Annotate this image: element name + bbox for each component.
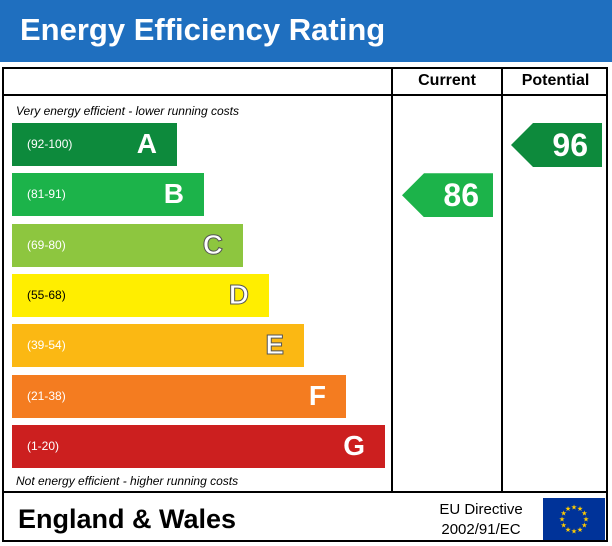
directive-line-2: 2002/91/EC <box>441 521 521 538</box>
eu-flag-icon: ★ ★★★★★★★★★★★ <box>543 498 605 540</box>
chart-title: Energy Efficiency Rating <box>20 12 386 47</box>
band-range-label: (55-68) <box>27 287 66 302</box>
band-range-label: (39-54) <box>27 338 66 353</box>
current-rating-arrow: 86 <box>402 173 493 218</box>
eu-star-icon: ★ <box>581 510 587 518</box>
header-bar: Energy Efficiency Rating <box>0 0 612 62</box>
band-letter-label: F <box>308 379 326 411</box>
band-range-label: (21-38) <box>27 388 66 403</box>
bottom-caption: Not energy efficient - higher running co… <box>16 474 239 488</box>
band-range-label: (81-91) <box>27 187 66 202</box>
current-rating-value: 86 <box>443 177 479 214</box>
rating-band-f: (21-38) F <box>12 374 346 418</box>
rating-band-e: (39-54) E <box>12 324 304 368</box>
rating-band-d: (55-68) D <box>12 273 269 317</box>
eu-star-icon: ★ <box>560 510 566 518</box>
band-letter-label: D <box>228 278 249 310</box>
eu-star-icon: ★ <box>565 505 571 513</box>
header-row-divider <box>2 94 608 96</box>
band-letter-label: E <box>265 329 285 361</box>
rating-band-g: (1-20) G <box>12 424 385 468</box>
top-caption: Very energy efficient - lower running co… <box>16 104 239 118</box>
eu-star-icon: ★ <box>583 516 589 524</box>
rating-band-a: (92-100) A <box>12 123 177 166</box>
eu-star-icon: ★ <box>571 504 577 512</box>
eu-directive: EU Directive 2002/91/EC <box>420 500 542 540</box>
current-column-divider <box>391 67 393 493</box>
band-letter-label: C <box>202 228 223 260</box>
rating-band-b: (81-91) B <box>12 173 204 217</box>
band-range-label: (1-20) <box>27 438 60 453</box>
band-letter-label: A <box>136 128 157 159</box>
eu-star-icon: ★ <box>571 528 577 536</box>
eu-star-icon: ★ <box>565 526 571 534</box>
eu-star-icon: ★ <box>559 516 565 524</box>
directive-line-1: EU Directive <box>439 501 523 518</box>
current-column-header: Current <box>418 72 476 89</box>
eu-star-icon: ★ <box>577 526 583 534</box>
rating-frame <box>2 67 608 542</box>
potential-rating-value: 96 <box>552 127 588 163</box>
band-range-label: (92-100) <box>27 137 73 151</box>
band-letter-label: B <box>163 178 184 210</box>
potential-column-header: Potential <box>521 72 590 89</box>
footer-divider <box>2 491 608 493</box>
potential-column-divider <box>501 67 503 493</box>
band-range-label: (69-80) <box>27 237 66 252</box>
eu-star-icon: ★ <box>560 522 566 530</box>
band-letter-label: G <box>343 429 365 461</box>
rating-band-c: (69-80) C <box>12 223 243 267</box>
eu-star-icon: ★ <box>577 505 583 513</box>
potential-rating-arrow: 96 <box>511 123 602 167</box>
region-label: England & Wales <box>18 504 237 534</box>
eu-star-icon: ★ <box>581 522 587 530</box>
